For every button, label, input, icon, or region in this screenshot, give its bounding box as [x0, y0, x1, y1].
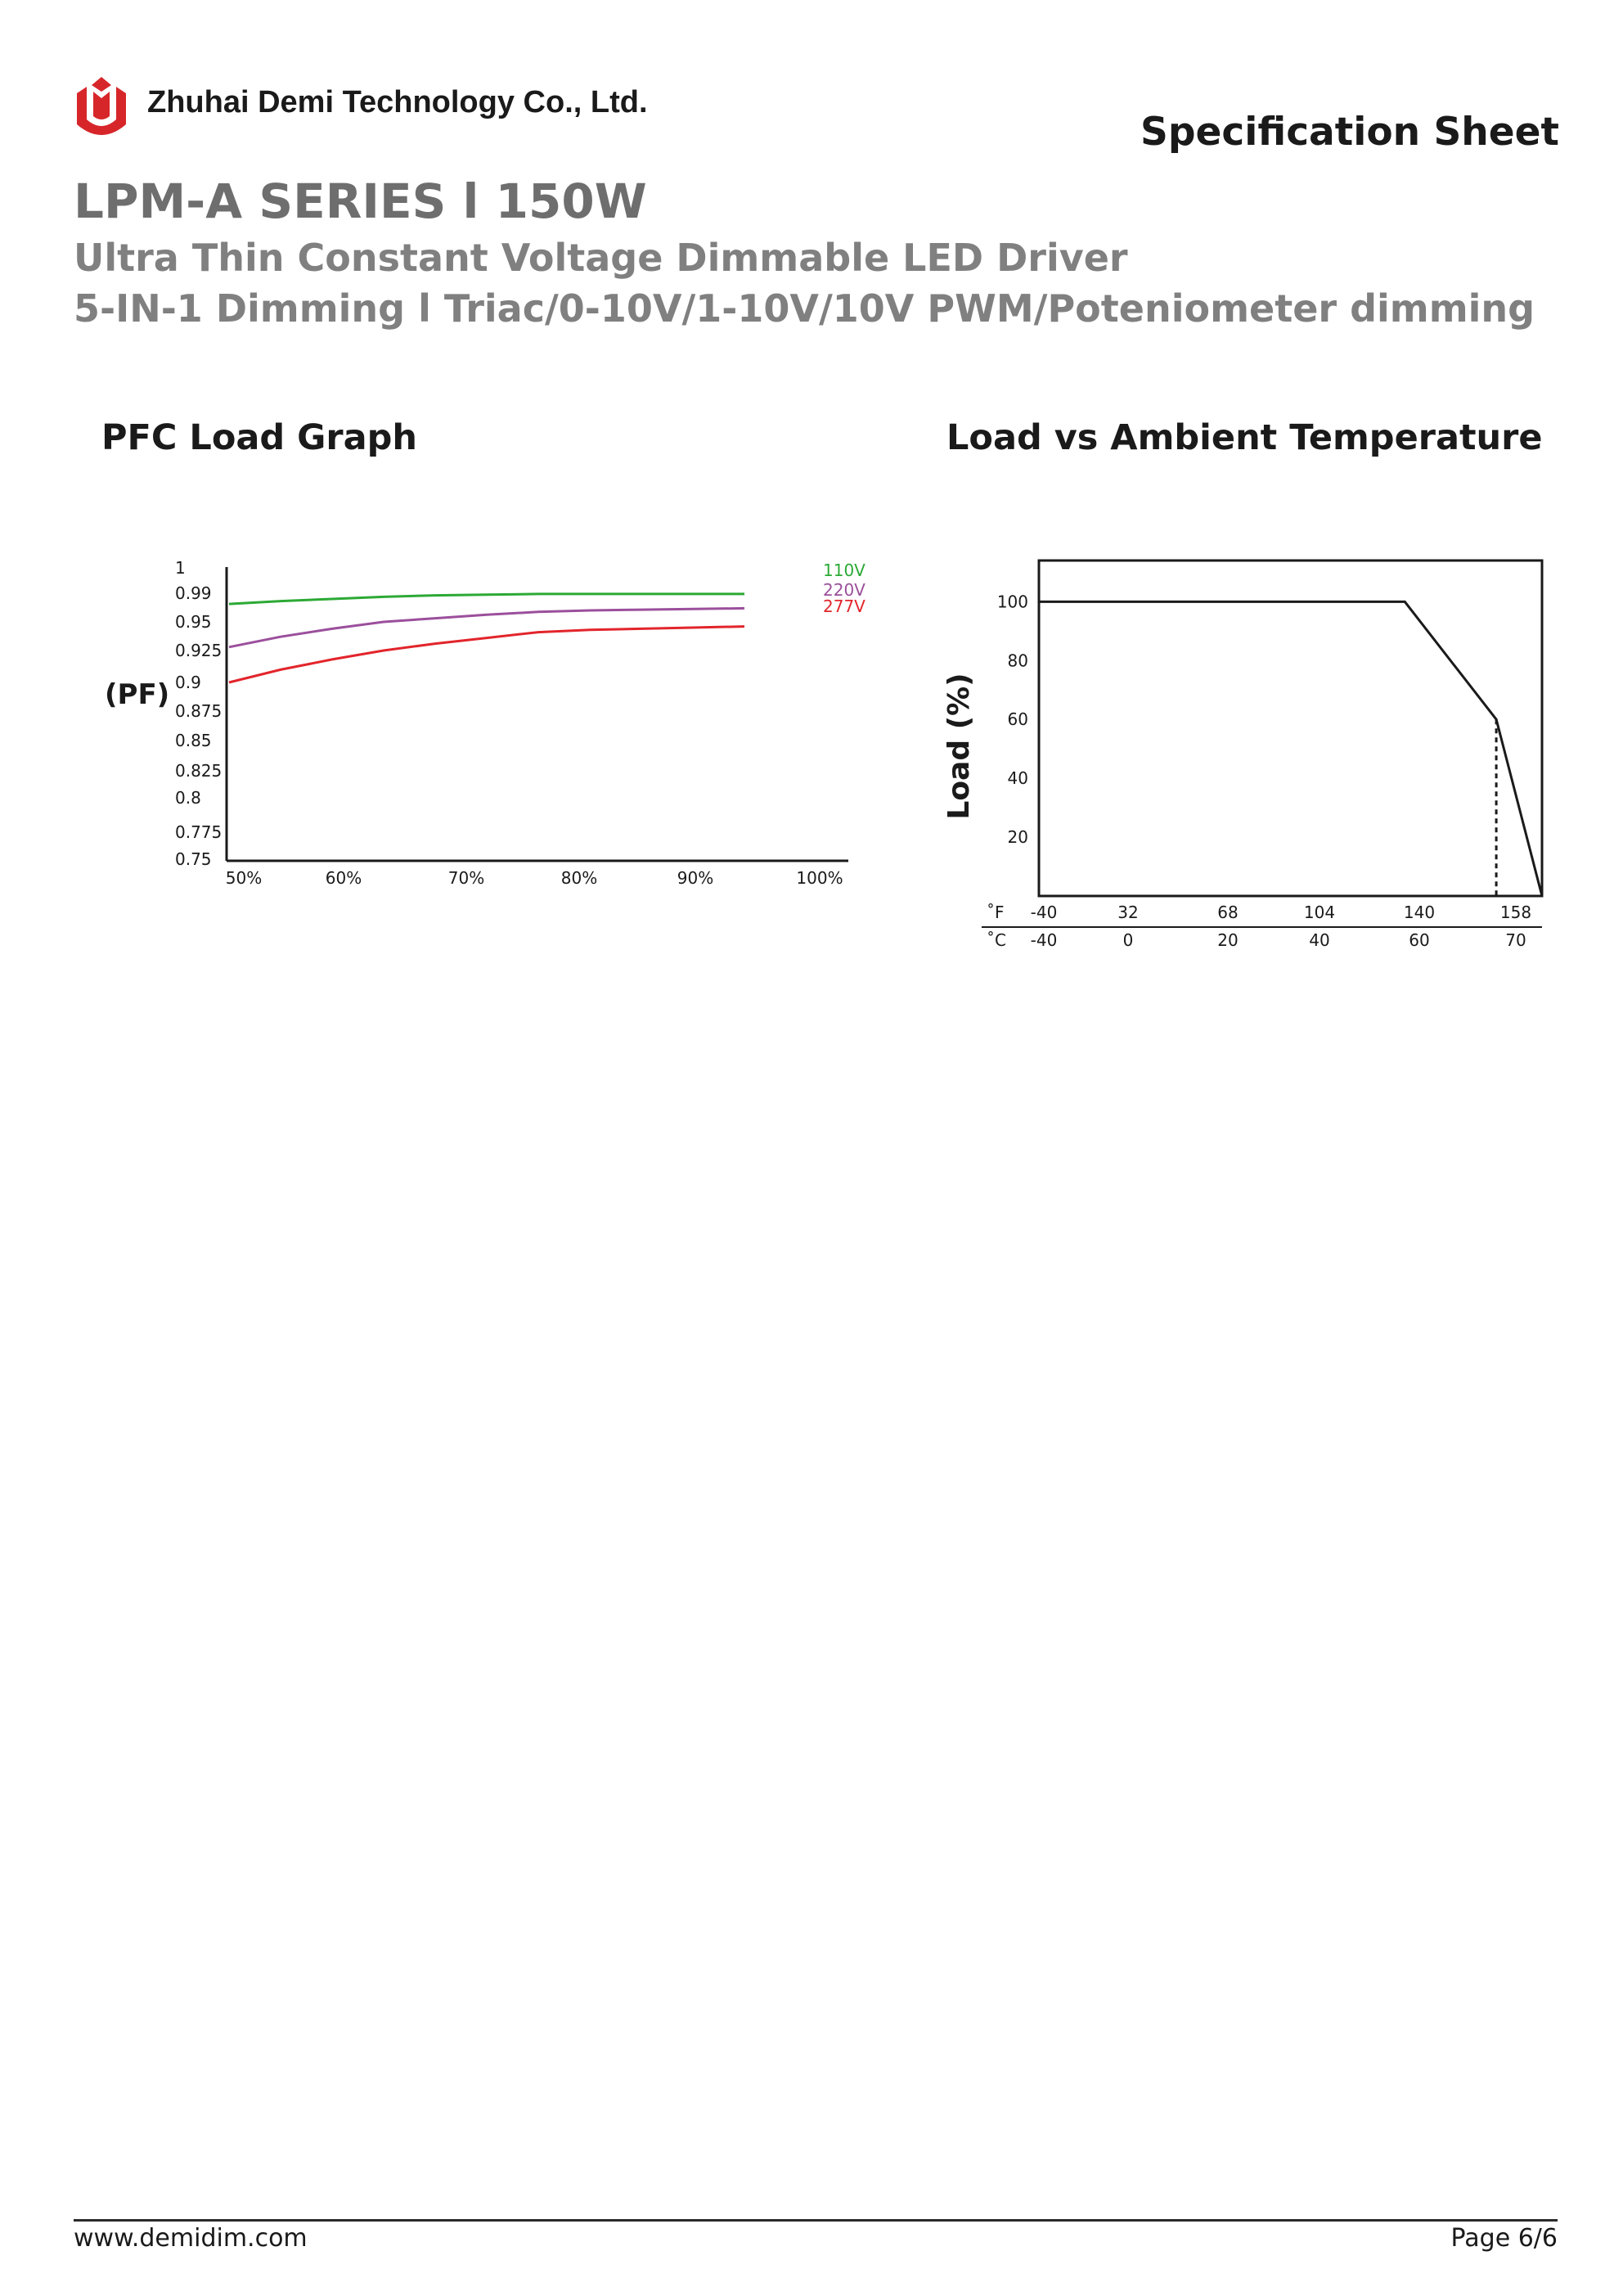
pfc-series-line-277v	[228, 625, 745, 684]
page-number: Page 6/6	[1450, 2224, 1558, 2253]
temp-y-tick: 80	[1008, 651, 1028, 670]
footer-website[interactable]: www.demidim.com	[74, 2224, 308, 2253]
temp-y-tick: 40	[1008, 768, 1028, 788]
pfc-y-tick: 0.825	[175, 761, 222, 781]
load-temp-chart: Load (%) 20 40 60 80 100 ˚F ˚C -40 32 68 104 140…	[942, 559, 1544, 950]
dimming-description: 5-IN-1 Dimming l Triac/0-10V/1-10V/10V P…	[74, 286, 1535, 331]
pfc-x-tick: 90%	[677, 868, 713, 888]
fahrenheit-tick: 32	[1117, 903, 1138, 922]
pfc-legend-220v: 220V	[823, 580, 865, 600]
pfc-chart-title: PFC Load Graph	[101, 417, 418, 458]
derating-curve	[1039, 600, 1544, 897]
fahrenheit-tick: 140	[1404, 903, 1435, 922]
document-type: Specification Sheet	[1140, 110, 1559, 155]
temp-y-tick: 60	[1008, 709, 1028, 729]
pfc-x-tick: 80%	[561, 868, 597, 888]
pfc-y-axis-label: (PF)	[105, 678, 169, 711]
celsius-unit: ˚C	[987, 930, 1006, 950]
company-name: Zhuhai Demi Technology Co., Ltd.	[147, 85, 648, 119]
temp-y-axis-label: Load (%)	[942, 673, 976, 819]
pfc-series-line-220v	[228, 606, 745, 649]
pfc-x-tick: 60%	[326, 868, 362, 888]
fahrenheit-unit: ˚F	[987, 903, 1005, 922]
pfc-y-tick: 0.95	[175, 612, 212, 632]
pfc-x-tick: 70%	[448, 868, 484, 888]
celsius-tick: 40	[1309, 930, 1329, 950]
pfc-y-tick: 0.875	[175, 701, 222, 721]
pfc-x-tick: 100%	[796, 868, 843, 888]
temp-y-tick: 20	[1008, 827, 1028, 847]
celsius-tick: 20	[1217, 930, 1238, 950]
temp-chart-title: Load vs Ambient Temperature	[946, 417, 1543, 458]
pfc-series-line-110v	[228, 592, 744, 606]
pfc-y-tick: 0.925	[175, 641, 222, 660]
pfc-y-tick: 0.75	[175, 849, 212, 869]
pfc-y-tick: 0.85	[175, 731, 212, 750]
fahrenheit-tick: 68	[1217, 903, 1238, 922]
pfc-y-tick: 0.775	[175, 822, 222, 842]
demi-logo-icon	[77, 77, 126, 135]
temp-plot-frame	[1037, 559, 1544, 898]
pfc-y-tick: 0.8	[175, 788, 201, 808]
celsius-tick: 70	[1505, 930, 1526, 950]
footer-divider	[74, 2219, 1558, 2222]
celsius-tick: 60	[1409, 930, 1429, 950]
pfc-x-tick: 50%	[226, 868, 262, 888]
pfc-legend-110v: 110V	[823, 560, 865, 580]
pfc-y-tick: 0.9	[175, 673, 201, 692]
fahrenheit-tick: 158	[1500, 903, 1531, 922]
product-subtitle: Ultra Thin Constant Voltage Dimmable LED…	[74, 236, 1128, 280]
pfc-y-tick: 1	[175, 558, 186, 578]
pfc-y-tick: 0.99	[175, 583, 212, 603]
pfc-load-chart: (PF) 1 0.99 0.95 0.925 0.9 0.875 0.85 0.825 0.8 0…	[105, 558, 865, 888]
celsius-tick: 0	[1123, 930, 1134, 950]
fahrenheit-tick: 104	[1304, 903, 1335, 922]
temp-y-tick: 100	[997, 592, 1028, 611]
series-title: LPM-A SERIES l 150W	[74, 173, 647, 229]
celsius-tick: -40	[1031, 930, 1058, 950]
fahrenheit-tick: -40	[1031, 903, 1058, 922]
pfc-legend-277v: 277V	[823, 597, 865, 616]
